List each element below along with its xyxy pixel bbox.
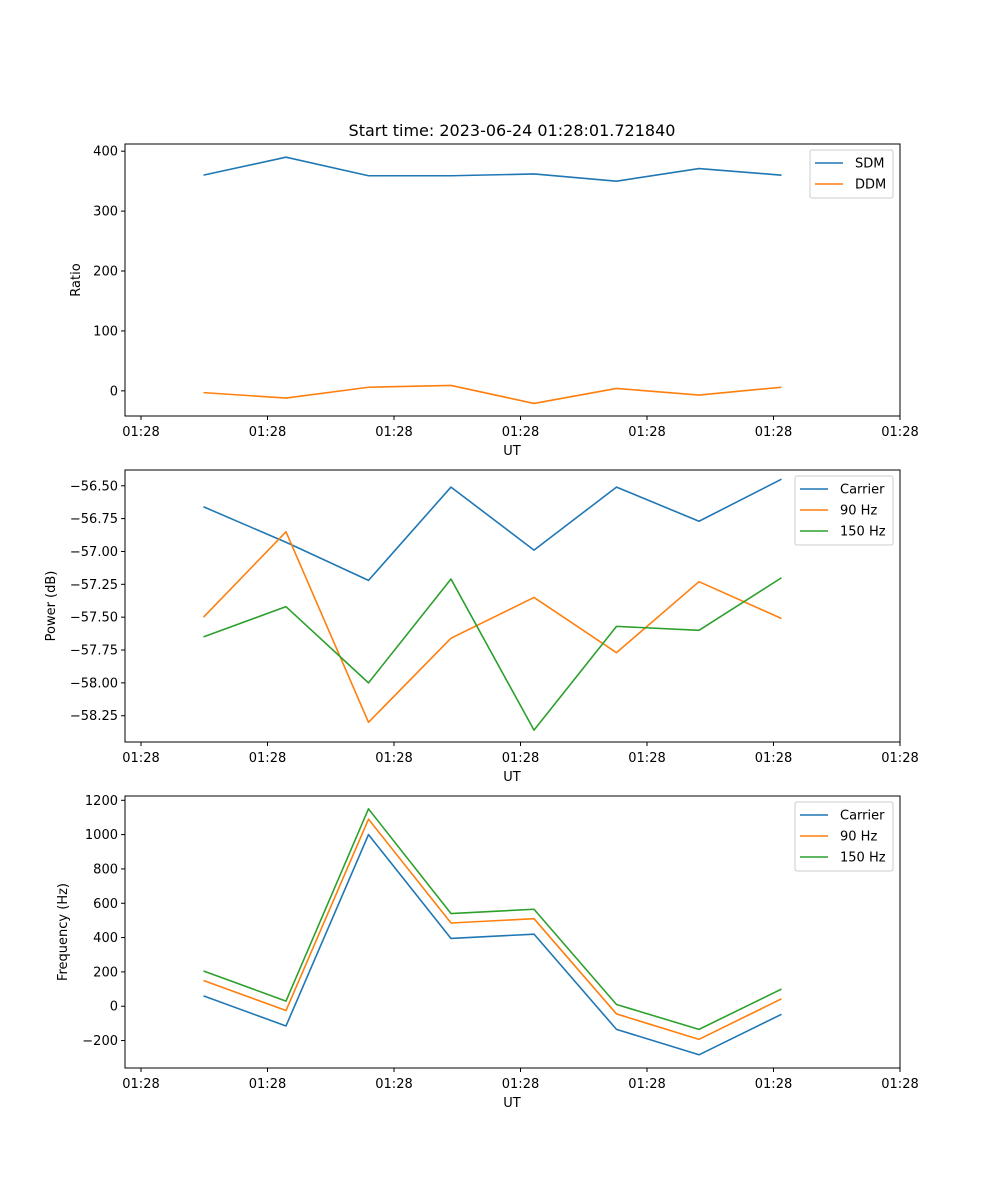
y-tick-label: 400 <box>93 145 118 160</box>
legend-box <box>809 149 894 199</box>
x-tick-label: 01:28 <box>502 425 539 440</box>
series-line-150-hz <box>203 577 782 731</box>
y-tick-label: 1200 <box>85 794 118 809</box>
legend-label: Carrier <box>840 483 885 498</box>
x-tick-label: 01:28 <box>881 751 918 766</box>
legend-label: 90 Hz <box>840 504 877 519</box>
y-tick-label: −57.75 <box>70 644 118 659</box>
y-tick-label: 200 <box>93 265 118 280</box>
x-tick-label: 01:28 <box>502 751 539 766</box>
y-tick-label: −58.25 <box>70 709 118 724</box>
y-tick-label: 1000 <box>85 828 118 843</box>
legend-label: SDM <box>855 157 884 172</box>
series-line-150-hz <box>203 808 782 1031</box>
x-axis-label: UT <box>503 444 521 459</box>
y-tick-label: 800 <box>93 862 118 877</box>
y-tick-label: −58.00 <box>70 676 118 691</box>
series-line-ddm <box>203 384 782 405</box>
series-line-carrier <box>203 833 782 1056</box>
legend-label: 150 Hz <box>840 525 886 540</box>
y-tick-label: −57.25 <box>70 578 118 593</box>
y-tick-label: 200 <box>93 965 118 980</box>
y-tick-label: −56.75 <box>70 512 118 527</box>
series-line-90-hz <box>202 530 782 724</box>
plot-frame <box>124 469 901 743</box>
x-tick-label: 01:28 <box>755 425 792 440</box>
x-tick-label: 01:28 <box>755 1077 792 1092</box>
x-tick-label: 01:28 <box>375 1077 412 1092</box>
y-tick-label: −200 <box>82 1034 118 1049</box>
y-axis-label: Ratio <box>69 263 84 296</box>
y-tick-label: 0 <box>110 1000 118 1015</box>
x-tick-label: 01:28 <box>122 425 159 440</box>
y-tick-label: −56.50 <box>70 479 118 494</box>
y-axis-label: Power (dB) <box>44 571 59 642</box>
series-line-90-hz <box>203 818 782 1041</box>
x-tick-label: 01:28 <box>755 751 792 766</box>
x-tick-label: 01:28 <box>628 425 665 440</box>
x-tick-label: 01:28 <box>249 425 286 440</box>
y-tick-label: −57.50 <box>70 611 118 626</box>
y-axis-label: Frequency (Hz) <box>56 883 71 981</box>
x-tick-label: 01:28 <box>881 1077 918 1092</box>
x-tick-label: 01:28 <box>122 751 159 766</box>
y-tick-label: 300 <box>93 205 118 220</box>
power-chart: −58.25 −58.00 −57.75 −57.50 −57.25 −57.00 −56.… <box>44 469 919 785</box>
plot-frame <box>124 143 901 417</box>
legend-label: 90 Hz <box>840 830 877 845</box>
x-tick-label: 01:28 <box>628 1077 665 1092</box>
x-tick-label: 01:28 <box>502 1077 539 1092</box>
plot-frame <box>124 795 901 1069</box>
series-line-sdm <box>203 156 782 182</box>
x-tick-label: 01:28 <box>249 1077 286 1092</box>
ratio-chart: 0 100 200 300 400 01:28 01:28 01:28 01:28 01:28 01… <box>69 143 919 459</box>
series-line-carrier <box>203 478 782 582</box>
y-tick-label: 400 <box>93 931 118 946</box>
x-tick-label: 01:28 <box>249 751 286 766</box>
legend-label: 150 Hz <box>840 851 886 866</box>
legend-label: DDM <box>855 178 886 193</box>
figure-title: Start time: 2023-06-24 01:28:01.721840 <box>349 121 676 140</box>
legend-label: Carrier <box>840 809 885 824</box>
y-tick-label: 0 <box>110 384 118 399</box>
x-tick-label: 01:28 <box>881 425 918 440</box>
legend-box <box>794 475 894 546</box>
x-tick-label: 01:28 <box>122 1077 159 1092</box>
x-axis-label: UT <box>503 1096 521 1111</box>
y-tick-label: −57.00 <box>70 545 118 560</box>
legend-box <box>794 801 894 872</box>
y-tick-label: 600 <box>93 897 118 912</box>
x-axis-label: UT <box>503 770 521 785</box>
x-tick-label: 01:28 <box>628 751 665 766</box>
y-tick-label: 100 <box>93 324 118 339</box>
x-tick-label: 01:28 <box>375 751 412 766</box>
frequency-chart: −200 0 200 400 600 800 1000 1200 01:28 01:28 01:28… <box>56 794 919 1111</box>
x-tick-label: 01:28 <box>375 425 412 440</box>
